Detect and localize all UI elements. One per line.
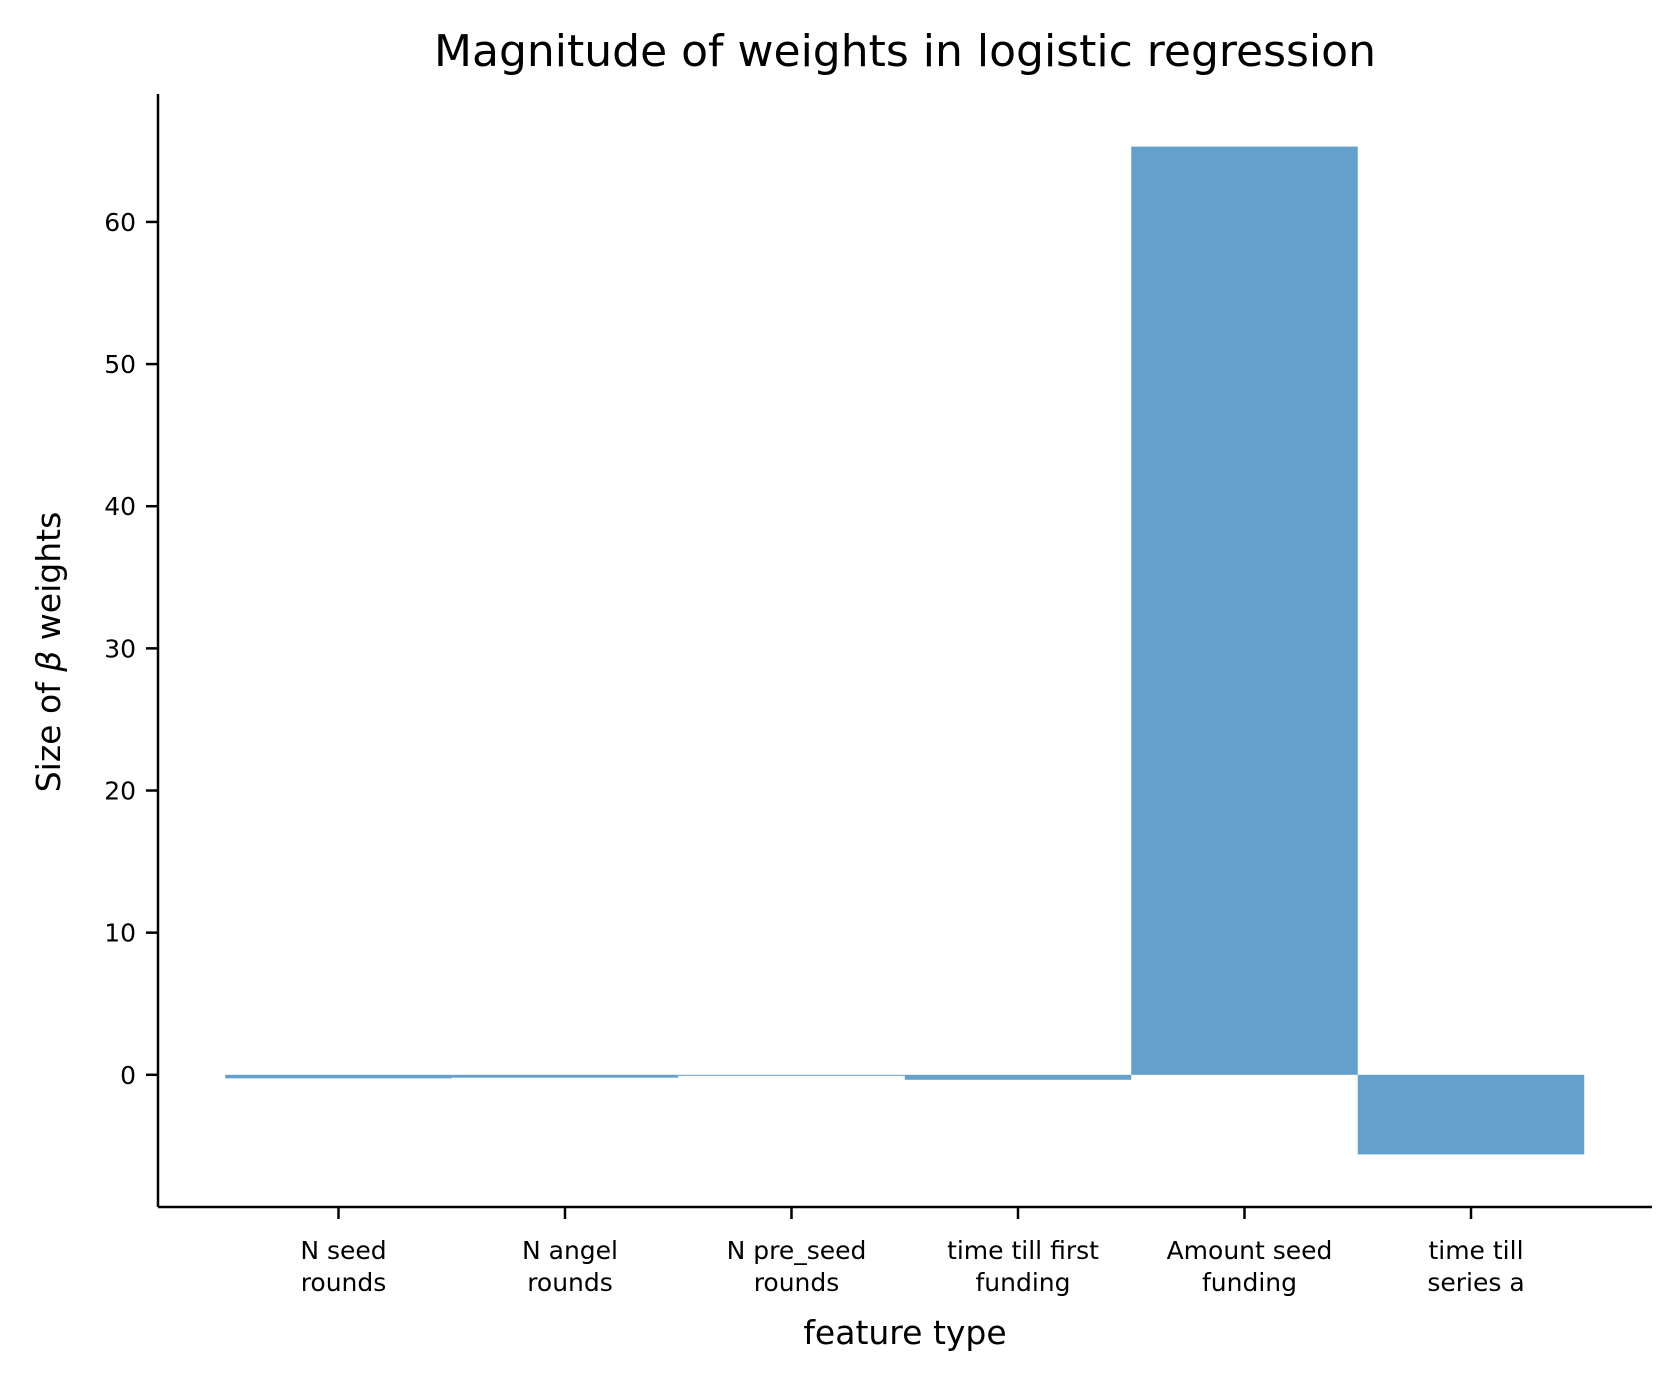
y-tick-label-0: 0: [120, 1061, 136, 1090]
y-tick-label-4: 40: [104, 492, 136, 521]
y-tick-label-2: 20: [104, 777, 136, 806]
y-tick-label-5: 50: [104, 350, 136, 379]
x-tick-label-line: N pre_seed: [727, 1236, 867, 1265]
y-axis-label-suffix: weights: [29, 512, 68, 651]
x-tick-label-line: time till first: [947, 1236, 1099, 1265]
bars-group: [225, 146, 1585, 1155]
y-tick-label-3: 30: [104, 634, 136, 663]
x-tick-label-line: N seed: [300, 1236, 386, 1265]
y-tick-label-6: 60: [104, 208, 136, 237]
y-axis: 0 10 20 30 40 50 60: [104, 94, 160, 1207]
x-tick-label-line: funding: [1202, 1268, 1297, 1297]
x-axis-label: feature type: [803, 1313, 1006, 1352]
bar-3: [904, 1074, 1132, 1080]
bar-2: [678, 1074, 905, 1076]
x-tick-label-line: funding: [975, 1268, 1070, 1297]
x-tick-label-4: Amount seed funding: [1167, 1236, 1333, 1297]
bar-1: [451, 1074, 679, 1078]
x-tick-label-line: rounds: [754, 1268, 840, 1297]
x-tick-label-line: Amount seed: [1167, 1236, 1333, 1265]
bar-4: [1131, 146, 1358, 1075]
bar-5: [1357, 1074, 1585, 1155]
bar-0: [225, 1074, 452, 1079]
chart-title: Magnitude of weights in logistic regress…: [434, 26, 1376, 77]
y-tick-label-1: 10: [104, 919, 136, 948]
x-tick-label-5: time till series a: [1427, 1236, 1524, 1297]
x-tick-label-0: N seed rounds: [300, 1236, 386, 1297]
x-tick-label-1: N angel rounds: [522, 1236, 618, 1297]
y-axis-label: Size of β weights: [29, 512, 68, 793]
x-tick-label-line: time till: [1428, 1236, 1523, 1265]
x-tick-label-line: rounds: [301, 1268, 387, 1297]
y-axis-label-prefix: Size of: [29, 672, 68, 793]
x-tick-label-line: rounds: [527, 1268, 613, 1297]
x-tick-label-3: time till first funding: [947, 1236, 1099, 1297]
x-tick-label-line: N angel: [522, 1236, 618, 1265]
x-tick-label-line: series a: [1427, 1268, 1524, 1297]
beta-symbol: β: [29, 651, 68, 673]
